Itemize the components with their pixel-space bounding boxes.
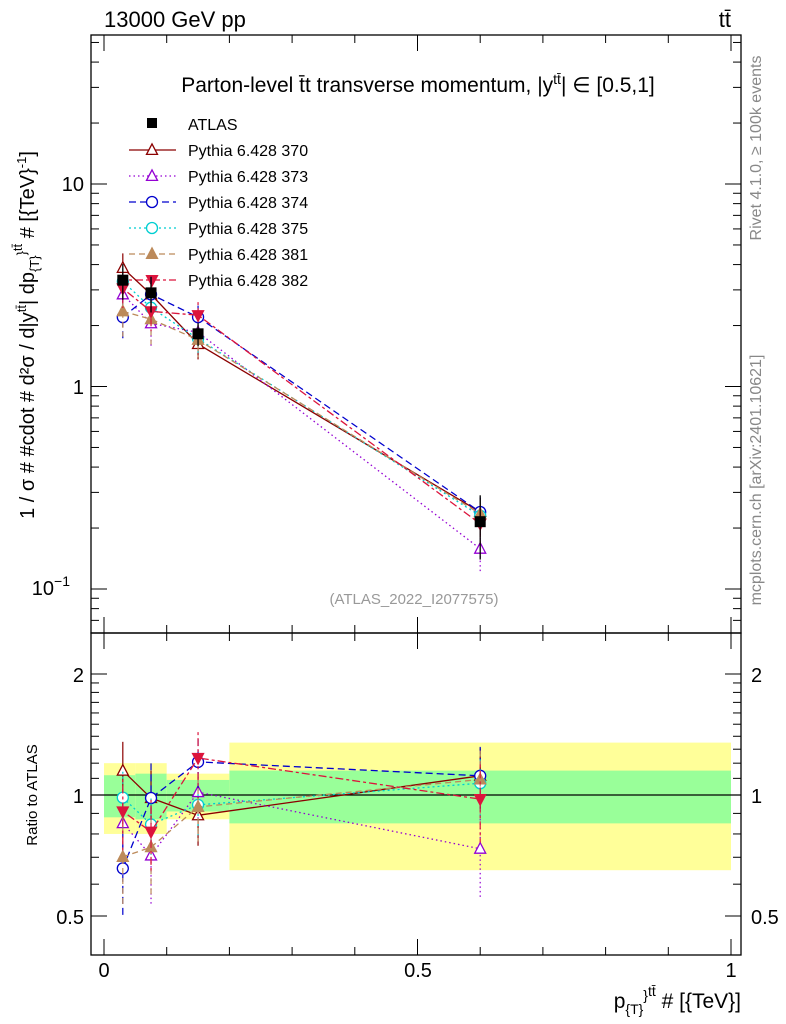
data-point bbox=[145, 195, 159, 209]
data-point bbox=[191, 799, 205, 812]
series-line bbox=[122, 281, 481, 517]
data-point bbox=[473, 841, 487, 854]
plot-title: Parton-level t̄t transverse momentum, |y… bbox=[181, 71, 655, 97]
data-point bbox=[116, 303, 130, 317]
header-final-state: tt̄ bbox=[719, 7, 731, 32]
legend: ATLAS Pythia 6.428 370 Pythia 6.428 373 … bbox=[129, 117, 308, 290]
data-point bbox=[116, 806, 130, 819]
legend-label: Pythia 6.428 382 bbox=[188, 273, 308, 290]
ratio-series-line bbox=[122, 778, 481, 858]
data-point bbox=[191, 310, 205, 323]
x-tick-labels: 0 0.5 1 bbox=[98, 960, 736, 982]
mcplots-label: mcplots.cern.ch [arXiv:2401.10621] bbox=[748, 355, 765, 606]
data-point bbox=[473, 794, 487, 807]
legend-label: Pythia 6.428 375 bbox=[188, 221, 308, 238]
series-line bbox=[122, 293, 481, 513]
atlas-data bbox=[117, 264, 486, 560]
ratio-series-line bbox=[122, 761, 481, 869]
data-point bbox=[192, 328, 204, 340]
ratio-tick-label-right: 0.5 bbox=[751, 907, 779, 929]
background-layer bbox=[91, 742, 741, 871]
analysis-id-label: (ATLAS_2022_I2077575) bbox=[329, 591, 498, 608]
data-point bbox=[144, 826, 158, 840]
y-tick-label: 10−1 bbox=[32, 573, 70, 600]
x-tick-label: 1 bbox=[725, 960, 736, 982]
legend-label-atlas: ATLAS bbox=[188, 117, 238, 134]
data-point bbox=[145, 142, 159, 156]
data-point bbox=[116, 849, 130, 862]
y-axis-label: 1 / σ # #cdot # d²σ / d|ytt̄| dp{T}}tt̄ … bbox=[10, 151, 42, 519]
x-tick-label: 0.5 bbox=[404, 960, 432, 982]
data-point bbox=[145, 246, 159, 260]
ratio-tick-label-right: 2 bbox=[751, 665, 762, 687]
x-tick-label: 0 bbox=[98, 960, 109, 982]
y-tick-label: 10 bbox=[62, 174, 84, 196]
data-point bbox=[474, 516, 486, 528]
data-point bbox=[145, 274, 159, 288]
data-point bbox=[145, 287, 157, 299]
data-point bbox=[191, 752, 205, 766]
y-tick-labels: 10 1 10−1 bbox=[32, 174, 84, 600]
ratio-y-axis-label: Ratio to ATLAS bbox=[24, 744, 41, 845]
legend-entry: Pythia 6.428 375 bbox=[129, 221, 308, 238]
ratio-tick-label-right: 1 bbox=[751, 786, 762, 808]
series-line bbox=[122, 293, 481, 550]
data-point bbox=[117, 274, 129, 286]
data-point bbox=[145, 221, 159, 235]
ratio-tick-label-left: 0.5 bbox=[56, 907, 84, 929]
ratio-tick-labels: 2 1 0.5 2 1 0.5 bbox=[56, 665, 779, 929]
rivet-version-label: Rivet 4.1.0, ≥ 100k events bbox=[748, 56, 765, 241]
ratio-series-line bbox=[122, 791, 481, 857]
frame-layer bbox=[90, 34, 742, 956]
legend-label: Pythia 6.428 370 bbox=[188, 143, 308, 160]
legend-marker-atlas bbox=[147, 118, 157, 128]
legend-label: Pythia 6.428 374 bbox=[188, 195, 308, 212]
ratio-series-line bbox=[122, 770, 481, 816]
series-line bbox=[122, 287, 481, 525]
series-line bbox=[122, 310, 481, 515]
legend-label: Pythia 6.428 381 bbox=[188, 247, 308, 264]
ratio-tick-label-left: 1 bbox=[73, 786, 84, 808]
header-process: 13000 GeV pp bbox=[104, 7, 246, 32]
data-layer bbox=[116, 253, 487, 917]
legend-label: Pythia 6.428 373 bbox=[188, 169, 308, 186]
y-tick-label: 1 bbox=[73, 377, 84, 399]
data-point bbox=[116, 763, 130, 776]
ratio-plot-frame bbox=[90, 632, 742, 956]
ratio-series-line bbox=[122, 757, 481, 833]
data-point bbox=[145, 168, 159, 182]
ratio-series-line bbox=[122, 782, 481, 826]
x-axis-label: p{T}}tt̄ # [{TeV}] bbox=[614, 983, 741, 1017]
ratio-tick-label-left: 2 bbox=[73, 665, 84, 687]
